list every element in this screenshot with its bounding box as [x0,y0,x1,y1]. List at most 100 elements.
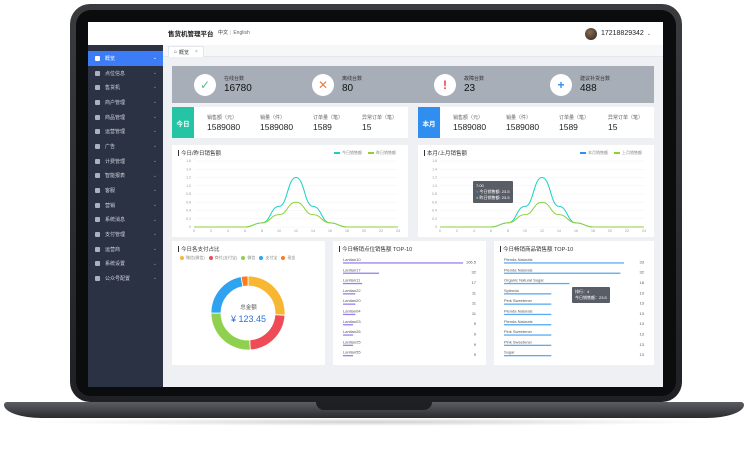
stat-value: 16780 [224,83,252,94]
check-icon: ✓ [194,73,216,96]
bar [504,293,552,295]
laptop-notch [316,402,432,410]
sidebar-item[interactable]: 营销 ⌄ [88,198,163,213]
laptop-base [4,402,744,418]
metric-label: 销售额（元） [207,115,238,121]
legend-item[interactable]: 商付(支付宝) [208,255,237,261]
x-tick-label: 4 [227,229,229,233]
menu-icon [95,276,100,282]
legend-item[interactable]: 上月销售额 [614,150,642,156]
y-tick-label: 0.8 [186,192,191,196]
legend-item[interactable]: 今日销售额 [334,150,362,156]
bar-label: Lantian25 [343,339,361,344]
x-tick-label: 10 [277,229,281,233]
top-points-panel: 今日畅销点位销售额 TOP-10 Lantian10 106.5 Lantian17… [333,241,486,365]
today-line-panel: 今日/昨日销售额 今日销售额 昨日销售额 0 0.2 0.4 0.6 0.8 1.0 1.2… [172,145,408,237]
legend-item[interactable]: 微信 [241,255,255,261]
sidebar-item[interactable]: 运营管理 ⌄ [88,124,163,139]
bar-label: Splenda [504,288,519,293]
legend-item[interactable]: 现金 [281,255,295,261]
x-tick-label: 20 [362,229,366,233]
menu-icon [95,261,100,267]
stat-item: ✕ 离线台数 80 [312,71,362,98]
bar-label: Pienda Naturals [504,257,532,262]
bar-value: 9 [474,342,477,347]
sidebar-item[interactable]: 系统设置 ⌄ [88,257,163,272]
sidebar-item[interactable]: 系统消息 ⌄ [88,213,163,228]
sidebar-item[interactable]: 商户管理 ⌄ [88,95,163,110]
sales-metric: 销售额（元） 1589080 [453,114,486,132]
sidebar-item[interactable]: 概览 ⌄ [88,51,163,66]
series-line [194,201,398,228]
bar [504,303,552,305]
stat-item: ✓ 在线台数 16780 [194,71,252,98]
top-bar: 售货机管理平台 中文 | English 17218829342 ⌄ [88,22,663,46]
sidebar-item-label: 客服 [105,188,116,195]
sidebar-item[interactable]: 计费管理 ⌄ [88,154,163,169]
bar-value: 9 [474,321,477,326]
sidebar-item[interactable]: 点位信息 ⌄ [88,66,163,81]
chevron-down-icon: ⌄ [152,201,157,208]
metric-value: 1589 [313,122,332,132]
sidebar-item[interactable]: 支付管理 ⌄ [88,227,163,242]
x-tick-label: 2 [456,229,458,233]
menu-icon [95,55,100,61]
menu-icon [95,188,100,194]
stat-value: 488 [580,83,597,94]
sidebar-item[interactable]: 运营商 ⌄ [88,242,163,257]
period-badge: 本月 [418,107,440,138]
sales-metric: 订单量（笔） 1589 [313,114,343,132]
chevron-down-icon: ⌄ [152,69,157,76]
legend-item[interactable]: 本月销售额 [580,150,608,156]
app-title: 售货机管理平台 [168,31,214,38]
menu-icon [95,70,100,76]
home-icon: ⌂ [174,49,178,55]
metric-label: 销售额（元） [453,115,484,121]
user-menu[interactable]: 17218829342 ⌄ [584,26,651,41]
menu-icon [95,173,100,179]
legend-item[interactable]: 微信(微信) [180,255,205,261]
sidebar-item-label: 计费管理 [105,158,126,165]
month-line-panel: 本月/上月销售额 本月销售额 上月销售额 0 0.2 0.4 0.6 0.8 1.0 1.2… [418,145,654,237]
panel-title: 今日畅销点位销售额 TOP-10 [339,245,412,253]
bar [343,293,356,295]
bar [343,344,354,346]
bar-label: Lantian04 [343,309,361,314]
chevron-down-icon: ⌄ [152,245,157,252]
legend-item[interactable]: 昨日销售额 [368,150,396,156]
sidebar-item[interactable]: 商品管理 ⌄ [88,110,163,125]
bar-label: Lantian10 [343,257,361,262]
bar-label: Pink Sweetener [504,339,533,344]
bar [343,262,463,264]
x-tick-label: 22 [379,229,383,233]
x-tick-label: 6 [490,229,492,233]
x-tick-label: 20 [608,229,612,233]
bar-label: Lantian20 [343,298,361,303]
bar-label: Sugar [504,350,515,355]
lang-en[interactable]: English [233,30,250,36]
y-tick-label: 1.4 [186,167,191,171]
stat-label: 故障台数 [464,76,485,82]
sidebar-item-label: 商品管理 [105,114,126,121]
sidebar-item[interactable]: 公众号配置 ⌄ [88,271,163,286]
bar-value: 13 [640,321,645,326]
sidebar-item[interactable]: 售货机 ⌄ [88,80,163,95]
tab-overview[interactable]: ⌂ 概览 × [168,46,204,57]
sidebar-item[interactable]: 智能报表 ⌄ [88,169,163,184]
bar-label: Lantian55 [343,350,361,355]
x-tick-label: 2 [210,229,212,233]
today-sales-card: 今日 销售额（元） 1589080 销量（件） 1589080 订单量（笔） 1589 异常订… [172,107,408,138]
month-sales-card: 本月 销售额（元） 1589080 销量（件） 1589080 订单量（笔） 1589 异常订… [418,107,654,138]
avatar [584,27,597,40]
sidebar-item[interactable]: 广告 ⌄ [88,139,163,154]
stat-label: 在线台数 [224,76,245,82]
close-icon[interactable]: × [195,49,198,55]
legend-item[interactable]: 支付宝 [259,255,277,261]
metric-label: 订单量（笔） [313,115,344,121]
month-line-chart: 00.20.40.60.81.01.21.41.60 2 4 6 8 10 12 14 16 18… [432,159,646,233]
lang-zh[interactable]: 中文 [218,30,229,36]
pie-center-label: 总金额 [240,305,257,311]
sidebar-item[interactable]: 客服 ⌄ [88,183,163,198]
y-tick-label: 0.6 [186,200,191,204]
chevron-down-icon: ⌄ [152,187,157,194]
